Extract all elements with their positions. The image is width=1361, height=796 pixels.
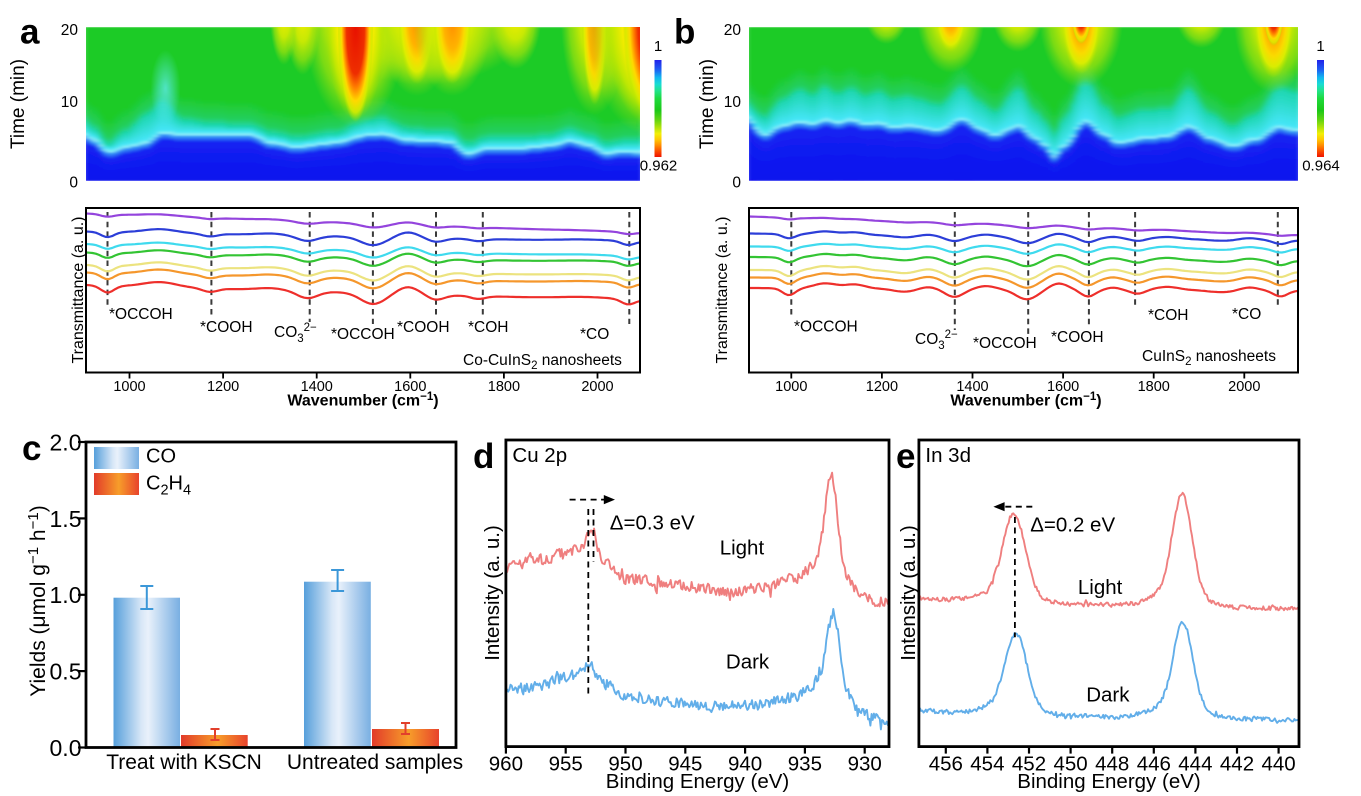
svg-text:1.0: 1.0 [50, 582, 82, 608]
svg-text:446: 446 [1137, 753, 1171, 776]
svg-text:Dark: Dark [726, 650, 770, 673]
svg-text:0: 0 [732, 175, 741, 192]
svg-text:20: 20 [61, 22, 79, 39]
svg-text:Intensity (a. u.): Intensity (a. u.) [481, 525, 504, 661]
svg-text:10: 10 [724, 94, 742, 111]
svg-text:Wavenumber (cm−1): Wavenumber (cm−1) [287, 391, 438, 410]
svg-text:Dark: Dark [1086, 684, 1130, 707]
svg-text:*COOH: *COOH [200, 319, 253, 336]
svg-text:1600: 1600 [1047, 379, 1079, 395]
svg-text:456: 456 [929, 753, 963, 776]
svg-text:940: 940 [728, 753, 762, 776]
svg-text:Time (min): Time (min) [8, 59, 29, 149]
svg-text:e: e [896, 437, 915, 476]
svg-text:Transmittance (a. u.): Transmittance (a. u.) [70, 216, 87, 363]
svg-text:1.5: 1.5 [50, 506, 82, 532]
svg-text:444: 444 [1178, 753, 1212, 776]
svg-text:960: 960 [489, 753, 523, 776]
svg-text:*COH: *COH [468, 319, 508, 336]
svg-text:1400: 1400 [301, 379, 333, 395]
svg-text:Untreated samples: Untreated samples [287, 751, 463, 774]
svg-text:b: b [674, 13, 695, 52]
svg-text:*CO: *CO [580, 326, 609, 343]
svg-text:*CO: *CO [1232, 306, 1261, 323]
svg-text:CuInS2 nanosheets: CuInS2 nanosheets [1142, 348, 1276, 368]
svg-text:1: 1 [654, 38, 662, 55]
svg-text:Treat with KSCN: Treat with KSCN [106, 751, 262, 774]
svg-text:442: 442 [1220, 753, 1254, 776]
svg-text:a: a [20, 13, 40, 52]
svg-text:2000: 2000 [581, 379, 613, 395]
svg-text:Binding Energy (eV): Binding Energy (eV) [1017, 770, 1200, 793]
svg-text:440: 440 [1261, 753, 1295, 776]
svg-text:20: 20 [724, 22, 742, 39]
svg-text:Co-CuInS2 nanosheets: Co-CuInS2 nanosheets [463, 352, 622, 372]
svg-text:*OCCOH: *OCCOH [109, 306, 173, 323]
svg-text:454: 454 [970, 753, 1004, 776]
svg-text:955: 955 [549, 753, 583, 776]
svg-text:2.0: 2.0 [50, 430, 82, 456]
svg-text:945: 945 [668, 753, 702, 776]
svg-text:450: 450 [1053, 753, 1087, 776]
svg-text:452: 452 [1012, 753, 1046, 776]
svg-text:1600: 1600 [394, 379, 426, 395]
svg-text:950: 950 [608, 753, 642, 776]
svg-text:d: d [473, 437, 494, 476]
svg-text:0.962: 0.962 [640, 158, 678, 175]
svg-text:CO: CO [146, 446, 176, 468]
svg-text:Intensity (a. u.): Intensity (a. u.) [897, 525, 920, 661]
svg-text:Yields (μmol g−1 h−1): Yields (μmol g−1 h−1) [25, 505, 50, 696]
svg-text:Binding Energy (eV): Binding Energy (eV) [606, 770, 789, 793]
svg-text:1400: 1400 [956, 379, 988, 395]
svg-text:1: 1 [1316, 38, 1324, 55]
svg-text:0.5: 0.5 [50, 659, 82, 685]
svg-text:448: 448 [1095, 753, 1129, 776]
svg-text:c: c [22, 429, 41, 468]
svg-text:Time (min): Time (min) [697, 59, 718, 149]
svg-text:In 3d: In 3d [925, 444, 971, 467]
svg-text:2000: 2000 [1228, 379, 1260, 395]
svg-text:1800: 1800 [488, 379, 520, 395]
svg-text:*COOH: *COOH [397, 319, 450, 336]
svg-text:1200: 1200 [866, 379, 898, 395]
svg-text:1800: 1800 [1138, 379, 1170, 395]
svg-text:0.964: 0.964 [1302, 158, 1340, 175]
svg-text:0: 0 [69, 175, 78, 192]
svg-text:Wavenumber (cm−1): Wavenumber (cm−1) [950, 391, 1101, 410]
svg-text:Light: Light [1078, 576, 1123, 599]
svg-text:930: 930 [848, 753, 882, 776]
svg-text:935: 935 [788, 753, 822, 776]
svg-text:1000: 1000 [775, 379, 807, 395]
svg-text:Δ=0.2 eV: Δ=0.2 eV [1030, 514, 1115, 537]
svg-text:10: 10 [61, 94, 79, 111]
svg-text:Δ=0.3 eV: Δ=0.3 eV [610, 512, 695, 535]
svg-text:Light: Light [720, 536, 765, 559]
svg-text:Transmittance (a. u.): Transmittance (a. u.) [714, 216, 731, 363]
svg-text:1000: 1000 [113, 379, 145, 395]
svg-text:*COOH: *COOH [1051, 329, 1104, 346]
svg-text:*OCCOH: *OCCOH [973, 335, 1037, 352]
svg-text:0.0: 0.0 [50, 735, 82, 761]
svg-text:*OCCOH: *OCCOH [331, 326, 395, 343]
svg-text:*OCCOH: *OCCOH [794, 319, 858, 336]
svg-text:*COH: *COH [1148, 307, 1188, 324]
svg-text:1200: 1200 [207, 379, 239, 395]
svg-text:Cu 2p: Cu 2p [512, 444, 567, 467]
